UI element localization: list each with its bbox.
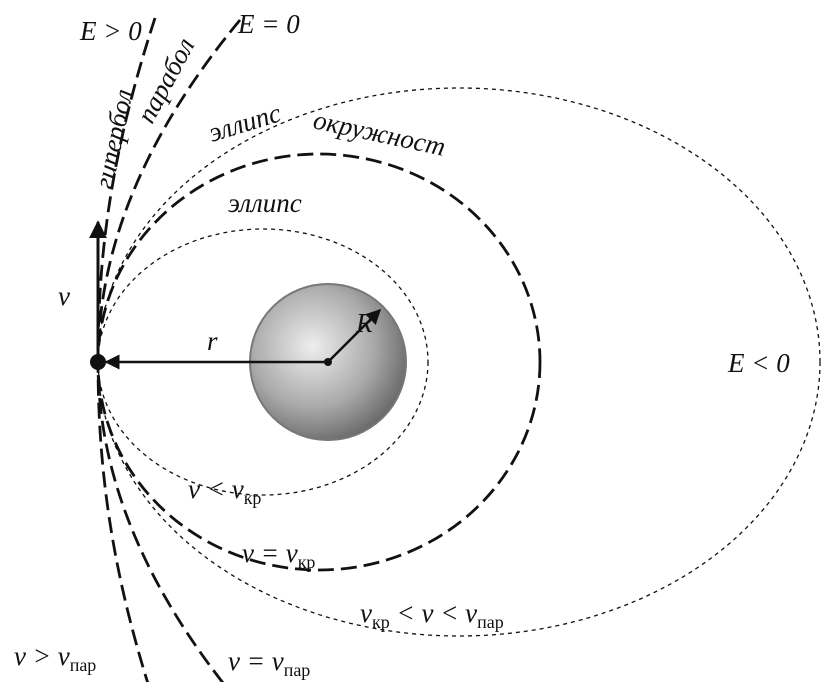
- ellipse-outer-label: эллипс: [205, 97, 284, 147]
- earth-center: [324, 358, 332, 366]
- e-pos: E > 0: [79, 16, 142, 46]
- satellite: [90, 354, 106, 370]
- inner-ellipse: [97, 228, 429, 496]
- R-arrow: [327, 308, 382, 363]
- velocity-label: v⃗: [58, 281, 91, 311]
- ellipse-inner-label: эллипс: [228, 188, 302, 218]
- v-eq-label: v = vкр: [242, 538, 315, 572]
- v-lt-label: v < vкр: [188, 474, 261, 508]
- v-gt-label: v > vпар: [14, 641, 96, 675]
- v-par-label: v = vпар: [228, 646, 310, 680]
- r-label: r: [207, 326, 218, 356]
- e-zero: E = 0: [237, 9, 300, 39]
- e-neg: E < 0: [727, 348, 790, 378]
- R-label: R: [355, 308, 373, 338]
- hyperbola-label: гипербол: [89, 86, 139, 191]
- v-between-label: vкр < v < vпар: [360, 598, 504, 632]
- parabola-label: парабол: [131, 33, 201, 128]
